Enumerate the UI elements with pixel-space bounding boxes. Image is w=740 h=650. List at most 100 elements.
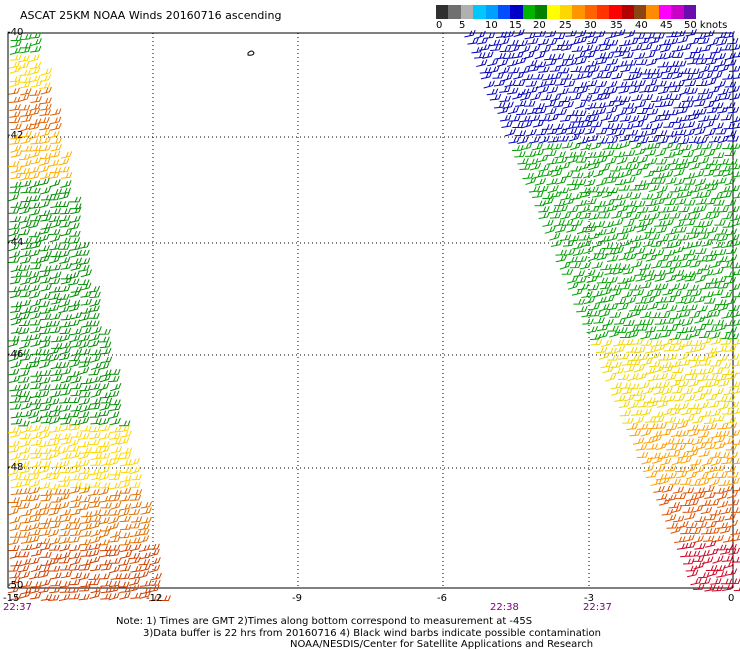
wind-barb: [701, 239, 713, 247]
wind-barb: [693, 487, 705, 494]
wind-barb: [629, 284, 641, 291]
wind-barb: [580, 239, 592, 248]
wind-barb: [640, 340, 653, 346]
wind-barb: [692, 416, 704, 424]
wind-barb: [689, 162, 701, 170]
wind-barb: [28, 468, 40, 475]
wind-barb: [727, 401, 740, 410]
wind-barb: [617, 303, 629, 311]
wind-barb: [591, 239, 604, 248]
wind-barb: [109, 452, 122, 461]
wind-barb: [487, 58, 499, 67]
wind-barb: [713, 415, 725, 422]
wind-barb: [585, 80, 598, 87]
wind-barb: [538, 66, 550, 73]
wind-barb: [138, 559, 151, 566]
wind-barb: [100, 347, 112, 355]
wind-barb: [108, 411, 120, 420]
wind-barb: [614, 199, 626, 208]
wind-barb: [19, 206, 31, 215]
wind-barb: [695, 521, 708, 529]
wind-barb: [633, 364, 646, 373]
wind-barb: [639, 232, 652, 241]
wind-barb: [48, 130, 60, 139]
wind-barb: [120, 475, 132, 483]
wind-barb: [50, 404, 62, 413]
wind-barb: [87, 339, 100, 348]
wind-barb: [119, 452, 131, 460]
wind-barb: [669, 360, 682, 368]
wind-barb: [538, 135, 550, 144]
wind-barb: [704, 128, 716, 137]
wind-barb: [59, 237, 71, 244]
wind-barb: [655, 130, 668, 137]
wind-barb: [39, 482, 51, 490]
wind-barb: [78, 360, 90, 368]
wind-barb: [573, 298, 585, 305]
wind-barb: [651, 122, 664, 131]
wind-barb: [647, 399, 659, 408]
wind-barb: [582, 70, 594, 79]
wind-barb: [670, 117, 683, 123]
wind-barb: [49, 586, 61, 594]
wind-barb: [606, 254, 619, 262]
wind-barb: [610, 46, 622, 53]
wind-barb: [509, 115, 521, 122]
wind-barb: [678, 162, 690, 170]
wind-barb: [550, 190, 562, 198]
wind-barb: [555, 249, 567, 256]
wind-barb: [69, 215, 81, 224]
wind-barb: [29, 592, 42, 600]
wind-barb: [633, 220, 646, 229]
wind-barb: [109, 399, 121, 406]
wind-barb: [681, 387, 693, 395]
wind-barb: [59, 580, 71, 588]
wind-barb: [634, 346, 646, 354]
wind-barb: [616, 327, 628, 333]
wind-barb: [50, 343, 63, 349]
wind-barb: [685, 464, 697, 473]
wind-barb: [578, 234, 590, 241]
wind-barb: [657, 282, 669, 291]
wind-barb: [80, 558, 93, 567]
wind-barb: [40, 454, 52, 460]
wind-barb: [30, 156, 42, 165]
wind-barb: [665, 177, 677, 185]
wind-barb: [580, 142, 592, 151]
wind-barb: [471, 46, 483, 54]
wind-barb: [39, 313, 52, 321]
wind-barb: [581, 120, 593, 128]
wind-barb: [674, 466, 687, 473]
wind-barb: [78, 313, 90, 322]
wind-barb: [730, 214, 740, 222]
wind-barb: [29, 150, 41, 159]
wind-barb: [695, 58, 708, 65]
wind-barb: [716, 395, 728, 402]
wind-barb: [570, 165, 582, 172]
wind-barb: [720, 291, 733, 299]
wind-barb: [705, 393, 718, 401]
wind-barb: [90, 361, 103, 371]
wind-barb: [639, 68, 651, 75]
wind-barb: [611, 123, 624, 131]
wind-barb: [733, 486, 740, 492]
wind-barb: [603, 198, 615, 207]
wind-barb: [692, 94, 704, 102]
colorbar-label-10: 10: [485, 20, 498, 31]
wind-barb: [682, 318, 694, 327]
wind-barbs: [7, 28, 740, 602]
small-island: [247, 50, 255, 56]
wind-barb: [647, 374, 659, 382]
wind-barb: [109, 369, 121, 375]
wind-barb: [672, 148, 685, 156]
wind-barb: [674, 30, 686, 38]
wind-barb: [724, 276, 737, 285]
wind-barb: [28, 166, 40, 174]
wind-barb: [119, 564, 132, 572]
wind-barb: [69, 334, 81, 343]
wind-barb: [39, 157, 51, 166]
colorbar-label-5: 5: [459, 20, 466, 31]
wind-barb: [541, 169, 554, 177]
wind-barb: [90, 418, 102, 425]
